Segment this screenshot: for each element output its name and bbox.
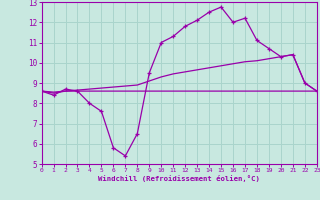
X-axis label: Windchill (Refroidissement éolien,°C): Windchill (Refroidissement éolien,°C) (98, 175, 260, 182)
